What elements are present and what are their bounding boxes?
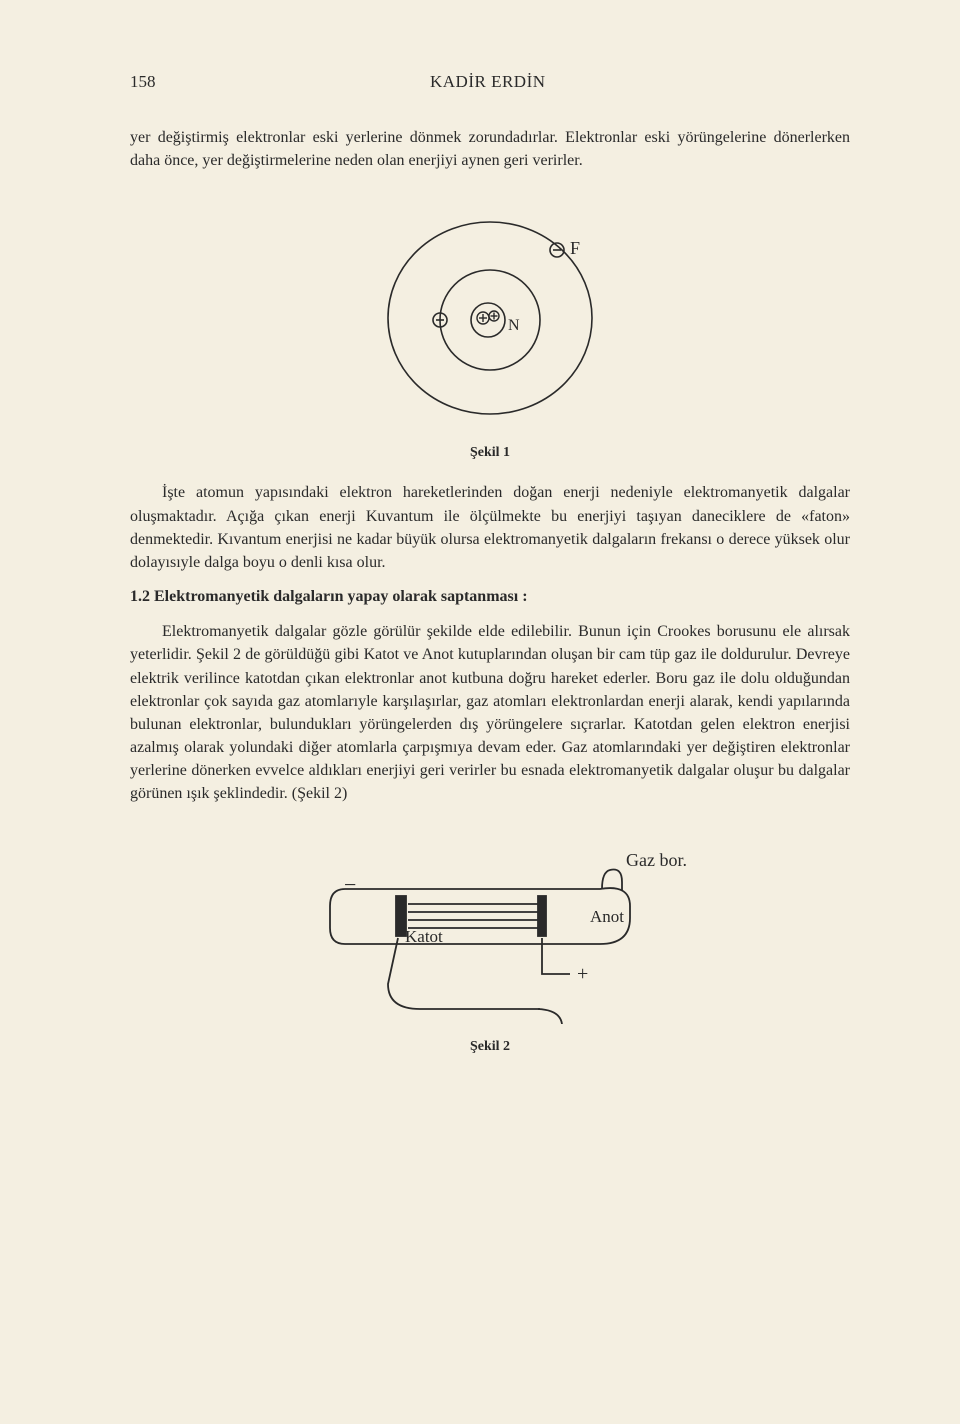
label-F: F <box>570 238 580 258</box>
label-katot: Katot <box>405 927 443 946</box>
document-page: 158 KADİR ERDİN yer değiştirmiş elektron… <box>0 0 960 1424</box>
figure-2-caption: Şekil 2 <box>130 1039 850 1055</box>
label-plus: + <box>577 963 588 985</box>
figure-1: F N <box>130 200 850 435</box>
figure-1-caption: Şekil 1 <box>130 445 850 461</box>
label-minus: − <box>344 872 356 897</box>
page-header: 158 KADİR ERDİN <box>130 72 850 92</box>
intro-paragraph: yer değiştirmiş elektronlar eski yerleri… <box>130 126 850 172</box>
label-anot: Anot <box>590 907 624 926</box>
crookes-tube-icon: − + Gaz bor. Anot Katot <box>270 834 710 1024</box>
label-gaz-bor: Gaz bor. <box>626 850 687 870</box>
label-N: N <box>508 317 520 334</box>
section-heading-1-2: 1.2 Elektromanyetik dalgaların yapay ola… <box>130 588 850 606</box>
atom-diagram-icon: F N <box>360 200 620 430</box>
figure-2: − + Gaz bor. Anot Katot <box>130 834 850 1029</box>
page-number: 158 <box>130 72 156 92</box>
section-1-2-body: Elektromanyetik dalgalar gözle görülür ş… <box>130 620 850 806</box>
body-paragraph: İşte atomun yapısındaki elektron hareket… <box>130 481 850 574</box>
author-name: KADİR ERDİN <box>156 72 821 92</box>
